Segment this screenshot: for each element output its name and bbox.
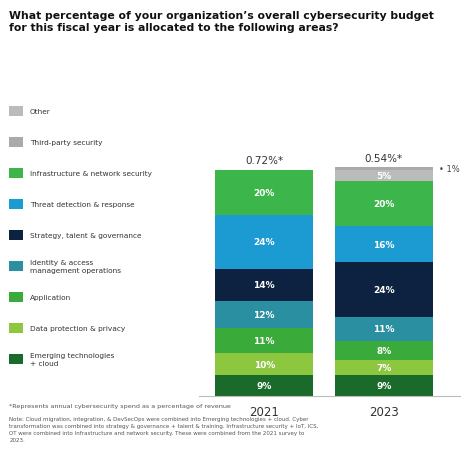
Text: 5%: 5% [376,172,392,180]
Text: *Represents annual cybersecurity spend as a percentage of revenue: *Represents annual cybersecurity spend a… [9,403,231,408]
Text: Data protection & privacy: Data protection & privacy [30,325,125,331]
Text: What percentage of your organization’s overall cybersecurity budget
for this fis: What percentage of your organization’s o… [9,11,434,33]
Text: 12%: 12% [254,310,275,319]
Text: 0.54%*: 0.54%* [365,153,403,163]
Bar [215,353,313,375]
Bar [335,317,433,342]
Text: • 1%: • 1% [439,165,460,173]
Text: 24%: 24% [373,285,394,294]
Text: 20%: 20% [373,200,394,208]
Text: Emerging technologies
+ cloud: Emerging technologies + cloud [30,352,114,366]
Bar [215,301,313,328]
Bar [335,342,433,360]
Text: 14%: 14% [254,281,275,290]
Text: Strategy, talent & governance: Strategy, talent & governance [30,232,141,238]
Bar [335,227,433,263]
Text: 11%: 11% [373,325,394,334]
Text: 7%: 7% [376,363,392,372]
Bar [335,170,433,182]
Bar [215,170,313,215]
Text: Note: Cloud migration, integration, & DevSecOps were combined into Emerging tech: Note: Cloud migration, integration, & De… [9,416,319,442]
Text: 16%: 16% [373,240,394,249]
Text: 9%: 9% [376,381,392,390]
Bar [215,269,313,301]
Bar [335,375,433,396]
Bar [335,182,433,227]
Text: Third-party security: Third-party security [30,139,102,146]
Bar [215,328,313,353]
Bar [215,375,313,396]
Text: 10%: 10% [254,360,275,369]
Bar [215,215,313,269]
Text: 9%: 9% [256,381,272,390]
Text: Other: Other [30,108,51,115]
Bar [335,263,433,317]
Text: 20%: 20% [254,188,275,197]
Text: 11%: 11% [254,336,275,345]
Text: Infrastructure & network security: Infrastructure & network security [30,170,152,177]
Text: 24%: 24% [254,238,275,247]
Bar [335,360,433,375]
Text: 0.72%*: 0.72%* [245,156,283,166]
Text: Identity & access
management operations: Identity & access management operations [30,259,121,273]
Text: Threat detection & response: Threat detection & response [30,201,135,207]
Bar [335,168,433,170]
Text: Application: Application [30,294,71,300]
Text: 8%: 8% [376,346,392,355]
